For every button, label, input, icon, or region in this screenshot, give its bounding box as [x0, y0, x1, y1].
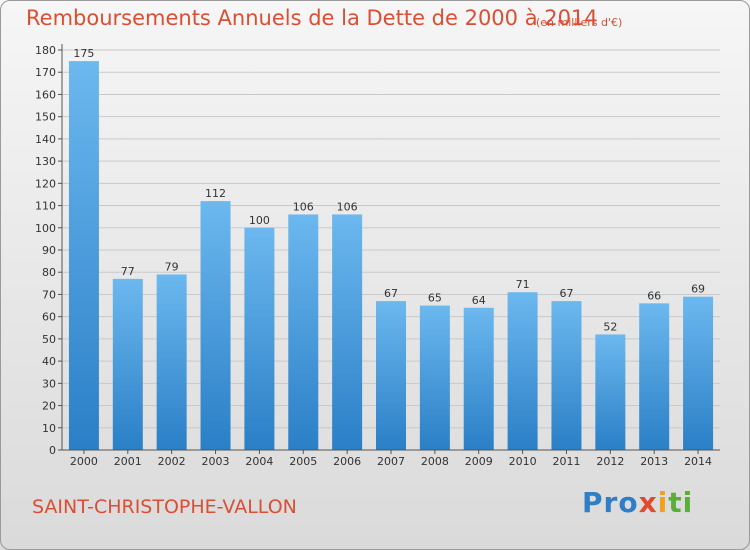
y-tick-label: 20 — [42, 400, 56, 413]
bar — [332, 214, 363, 450]
bar-value-label: 175 — [73, 47, 94, 60]
y-tick-label: 80 — [42, 266, 56, 279]
x-tick-label: 2011 — [552, 455, 580, 468]
bar-value-label: 100 — [249, 214, 270, 227]
bar-value-label: 106 — [293, 200, 314, 213]
y-tick-label: 120 — [35, 177, 56, 190]
y-axis-ticks: 0 10 20 30 40 50 60 70 80 90 100 110 120 130 140 150 160… — [35, 44, 62, 457]
bar — [112, 278, 143, 450]
bar — [507, 292, 538, 450]
y-tick-label: 160 — [35, 88, 56, 101]
bar — [683, 296, 714, 450]
y-tick-label: 50 — [42, 333, 56, 346]
x-axis-ticks: 2000 2001 2002 2003 2004 2005 2006 2007 2008 2009… — [70, 450, 712, 468]
y-tick-label: 140 — [35, 133, 56, 146]
y-tick-label: 0 — [49, 444, 56, 457]
bar — [595, 334, 626, 450]
bar-value-labels: 175 77 79 112 100 106 106 67 65 64 71 67 52 66 69 — [73, 47, 705, 333]
bar-value-label: 77 — [121, 265, 135, 278]
x-tick-label: 2003 — [202, 455, 230, 468]
y-tick-label: 30 — [42, 377, 56, 390]
y-tick-label: 90 — [42, 244, 56, 257]
y-tick-label: 60 — [42, 311, 56, 324]
x-tick-label: 2005 — [289, 455, 317, 468]
x-tick-label: 2014 — [684, 455, 712, 468]
x-tick-label: 2012 — [596, 455, 624, 468]
bars — [68, 61, 714, 450]
bar-value-label: 67 — [559, 287, 573, 300]
y-tick-label: 10 — [42, 422, 56, 435]
bar — [244, 227, 275, 450]
x-tick-label: 2007 — [377, 455, 405, 468]
chart-unit: (en milliers d'€) — [536, 16, 623, 29]
y-tick-label: 100 — [35, 222, 56, 235]
x-tick-label: 2009 — [465, 455, 493, 468]
bar-value-label: 112 — [205, 187, 226, 200]
y-tick-label: 150 — [35, 111, 56, 124]
x-tick-label: 2002 — [158, 455, 186, 468]
logo-part-1: Pro — [582, 486, 639, 519]
x-tick-label: 2001 — [114, 455, 142, 468]
bar-value-label: 69 — [691, 283, 705, 296]
x-tick-label: 2013 — [640, 455, 668, 468]
x-tick-label: 2000 — [70, 455, 98, 468]
y-tick-label: 180 — [35, 44, 56, 57]
bar — [376, 301, 406, 450]
bar — [200, 201, 231, 450]
x-tick-label: 2004 — [245, 455, 273, 468]
bar — [156, 274, 187, 450]
proxiti-logo: Proxiti — [582, 486, 693, 519]
bar — [463, 307, 494, 450]
bar-value-label: 65 — [428, 292, 442, 305]
bar — [551, 301, 582, 450]
axes — [61, 44, 720, 451]
y-tick-label: 110 — [35, 200, 56, 213]
bar-value-label: 79 — [165, 260, 179, 273]
logo-part-2: x — [638, 486, 658, 519]
bar — [639, 303, 670, 450]
bar-value-label: 71 — [516, 278, 530, 291]
logo-part-4: ti — [668, 486, 694, 519]
y-tick-label: 130 — [35, 155, 56, 168]
bar — [288, 214, 319, 450]
x-tick-label: 2010 — [509, 455, 537, 468]
bar-value-label: 106 — [337, 200, 358, 213]
chart-title: Remboursements Annuels de la Dette de 20… — [26, 6, 598, 30]
commune-name: SAINT-CHRISTOPHE-VALLON — [32, 496, 297, 518]
bar — [68, 61, 99, 450]
x-tick-label: 2008 — [421, 455, 449, 468]
bar-value-label: 52 — [603, 320, 617, 333]
y-tick-label: 70 — [42, 288, 56, 301]
bar — [419, 305, 450, 450]
y-tick-label: 170 — [35, 66, 56, 79]
bar-value-label: 64 — [472, 294, 486, 307]
y-tick-label: 40 — [42, 355, 56, 368]
logo-part-3: i — [657, 486, 669, 519]
x-tick-label: 2006 — [333, 455, 361, 468]
bar-value-label: 67 — [384, 287, 398, 300]
bar-value-label: 66 — [647, 289, 661, 302]
